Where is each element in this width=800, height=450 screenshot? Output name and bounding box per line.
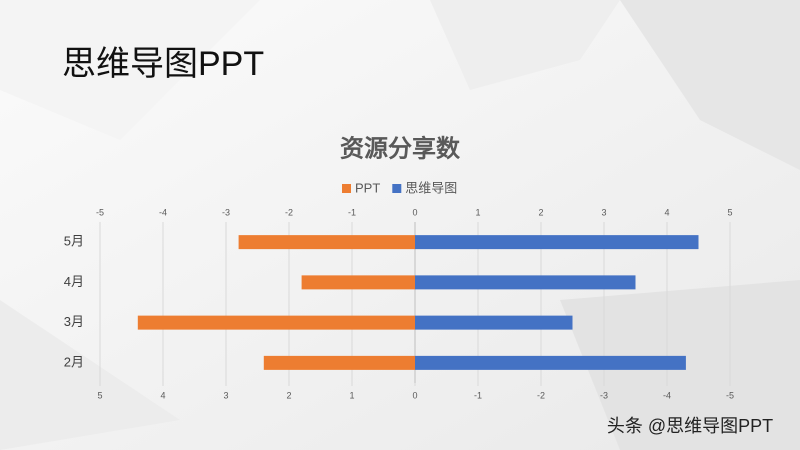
chart-title: 资源分享数 xyxy=(340,134,461,162)
x-tick-label: -5 xyxy=(96,207,104,217)
y-tick-label: 4月 xyxy=(64,274,84,289)
x2-tick-label: -2 xyxy=(537,390,545,400)
y-tick-label: 2月 xyxy=(64,354,84,369)
x-tick-label: 5 xyxy=(727,207,732,217)
bg-shape xyxy=(0,300,180,450)
x-tick-label: 2 xyxy=(538,207,543,217)
x2-tick-label: -5 xyxy=(726,390,734,400)
legend-label: 思维导图 xyxy=(405,180,457,195)
bar xyxy=(301,275,415,290)
legend-swatch xyxy=(342,184,351,193)
legend-label: PPT xyxy=(355,180,380,195)
x2-tick-label: 0 xyxy=(412,390,417,400)
x2-tick-label: 4 xyxy=(160,390,165,400)
x2-tick-label: -3 xyxy=(600,390,608,400)
bar xyxy=(415,355,686,370)
bg-shape xyxy=(0,0,260,140)
x-tick-label: -2 xyxy=(285,207,293,217)
bar xyxy=(137,315,416,330)
y-tick-label: 3月 xyxy=(64,314,84,329)
x-tick-label: -3 xyxy=(222,207,230,217)
y-tick-label: 5月 xyxy=(64,234,84,249)
x2-tick-label: 2 xyxy=(286,390,291,400)
bar xyxy=(263,355,415,370)
x-tick-label: 3 xyxy=(601,207,606,217)
x2-tick-label: 5 xyxy=(97,390,102,400)
bg-shape xyxy=(620,0,800,170)
x-tick-label: 1 xyxy=(475,207,480,217)
x-tick-label: 4 xyxy=(664,207,669,217)
watermark: 头条 @思维导图PPT xyxy=(607,416,773,436)
x-tick-label: -1 xyxy=(348,207,356,217)
x2-tick-label: -4 xyxy=(663,390,671,400)
slide-title: 思维导图PPT xyxy=(62,45,264,83)
bar xyxy=(415,315,573,330)
x2-tick-label: -1 xyxy=(474,390,482,400)
x2-tick-label: 3 xyxy=(223,390,228,400)
bar xyxy=(238,235,415,250)
x-tick-label: 0 xyxy=(412,207,417,217)
x-tick-label: -4 xyxy=(159,207,167,217)
bar xyxy=(415,235,699,250)
legend-swatch xyxy=(392,184,402,193)
bg-shape xyxy=(430,0,620,90)
bar xyxy=(415,275,636,290)
x2-tick-label: 1 xyxy=(349,390,354,400)
